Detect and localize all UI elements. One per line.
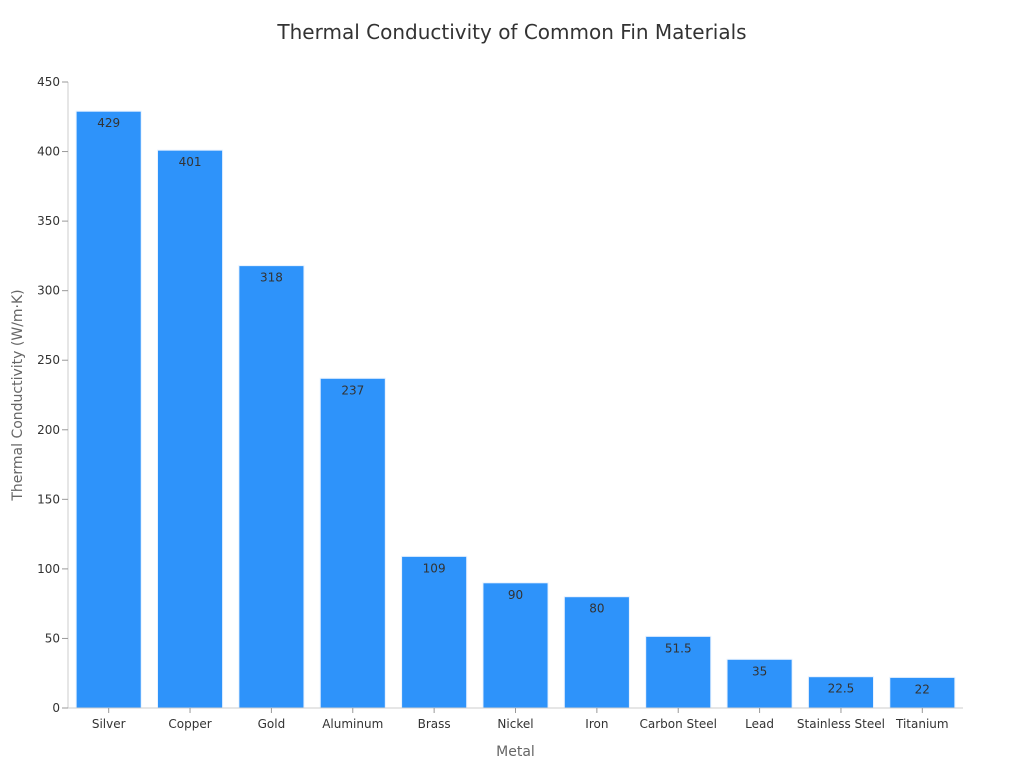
data-label: 22 (915, 682, 930, 696)
y-tick-label: 400 (37, 145, 60, 159)
bar (401, 555, 468, 709)
x-tick-label: Nickel (497, 717, 533, 731)
x-tick-label: Lead (745, 717, 774, 731)
bar (75, 110, 142, 709)
x-tick-label: Brass (418, 717, 451, 731)
x-tick-label: Gold (258, 717, 286, 731)
bar (238, 265, 305, 709)
x-axis-title: Metal (496, 744, 535, 760)
data-label: 318 (260, 271, 283, 285)
y-tick-label: 0 (52, 701, 60, 715)
data-label: 22.5 (828, 682, 855, 696)
y-tick-label: 100 (37, 562, 60, 576)
x-tick-label: Copper (168, 717, 211, 731)
bar (563, 596, 630, 709)
y-tick-label: 450 (37, 75, 60, 89)
x-ticks: Silver Copper Gold Aluminum Brass Nickel Iron C… (92, 708, 949, 731)
y-tick-label: 250 (37, 353, 60, 367)
x-tick-label: Titanium (895, 717, 949, 731)
y-axis-title: Thermal Conductivity (W/m·K) (10, 289, 26, 501)
bar (482, 582, 549, 709)
bars-layer (75, 110, 956, 709)
x-tick-label: Aluminum (322, 717, 383, 731)
bar (157, 149, 224, 709)
data-label: 90 (508, 588, 523, 602)
x-tick-label: Silver (92, 717, 126, 731)
y-tick-label: 350 (37, 214, 60, 228)
data-label: 80 (589, 602, 604, 616)
y-tick-label: 200 (37, 423, 60, 437)
data-label: 237 (341, 383, 364, 397)
data-labels: 429 401 318 237 109 90 80 51.5 35 22.5 22 (97, 116, 930, 696)
y-tick-label: 150 (37, 492, 60, 506)
x-tick-label: Iron (585, 717, 608, 731)
y-tick-label: 50 (45, 631, 60, 645)
data-label: 51.5 (665, 641, 692, 655)
bar (319, 377, 386, 709)
x-tick-label: Stainless Steel (797, 717, 885, 731)
data-label: 429 (97, 116, 120, 130)
bar (645, 635, 712, 709)
y-ticks: 0 50 100 150 200 250 300 350 400 450 (37, 75, 68, 715)
data-label: 401 (179, 155, 202, 169)
y-tick-label: 300 (37, 284, 60, 298)
data-label: 109 (423, 561, 446, 575)
data-label: 35 (752, 664, 767, 678)
chart-title: Thermal Conductivity of Common Fin Mater… (277, 20, 747, 44)
x-tick-label: Carbon Steel (639, 717, 716, 731)
